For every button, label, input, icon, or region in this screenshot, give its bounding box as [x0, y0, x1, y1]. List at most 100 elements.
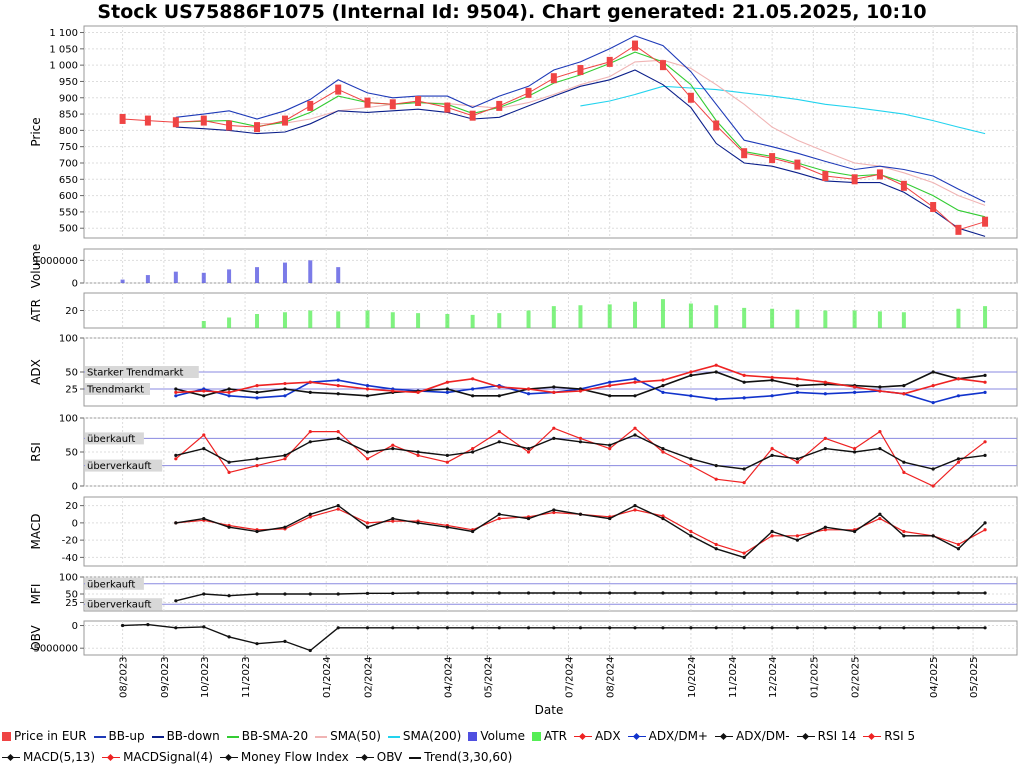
bar	[470, 314, 475, 328]
data-point	[255, 390, 259, 394]
x-tick-label: 05/2024	[483, 656, 494, 698]
bar	[336, 267, 341, 283]
bar	[742, 307, 747, 328]
data-point	[689, 626, 693, 630]
data-point	[795, 534, 799, 538]
data-point	[365, 626, 370, 630]
bar	[956, 308, 961, 328]
data-point	[853, 626, 857, 630]
bar	[445, 314, 450, 328]
x-tick-label: 04/2024	[443, 656, 454, 698]
data-point	[689, 529, 693, 534]
legend-swatch	[2, 753, 20, 763]
data-point	[714, 626, 718, 630]
data-point	[227, 525, 231, 529]
bar	[901, 312, 906, 328]
data-point	[878, 389, 882, 393]
data-point	[227, 635, 231, 639]
data-point	[795, 626, 799, 630]
data-point	[174, 390, 178, 394]
legend-swatch	[796, 732, 815, 742]
data-point	[742, 555, 746, 559]
data-point	[608, 626, 612, 630]
data-point	[552, 390, 556, 394]
data-point	[608, 443, 612, 447]
data-point	[552, 591, 556, 595]
legend-label: ADX	[594, 729, 621, 743]
x-tick-label: 02/2025	[851, 656, 862, 698]
data-point	[608, 384, 612, 388]
data-point	[526, 516, 531, 521]
y-tick-label: 20	[65, 501, 78, 512]
data-point	[497, 516, 501, 521]
data-point	[365, 525, 370, 529]
y-tick-label: 0	[72, 518, 78, 529]
data-point	[608, 447, 612, 451]
bar	[983, 306, 988, 328]
y-tick-label: 1000000	[33, 256, 78, 267]
legend-label: BB-down	[166, 729, 220, 743]
bar	[526, 310, 531, 328]
data-point	[255, 464, 259, 468]
y-tick-label: 0	[72, 279, 78, 290]
data-point	[391, 447, 395, 451]
panel-volume: 1000000 0 Volume	[29, 244, 1018, 290]
legend-swatch	[102, 753, 121, 763]
y-tick-label: 800	[59, 126, 78, 137]
annotation-label: überverkauft	[87, 600, 152, 611]
legend-swatch	[219, 753, 238, 763]
data-point	[416, 591, 420, 595]
data-point	[283, 453, 287, 457]
data-point	[823, 436, 827, 440]
y-tick-label: -20	[62, 536, 78, 547]
data-point	[608, 591, 612, 595]
data-point	[902, 460, 906, 464]
y-tick-label: 550	[59, 207, 78, 218]
legend-label: Volume	[480, 729, 525, 743]
data-point	[552, 626, 556, 630]
legend: Price in EUR BB-up BB-down BB-SMA-20 SMA(50)…	[2, 726, 1020, 768]
data-point	[336, 378, 340, 382]
data-point	[526, 626, 531, 630]
chart-title: Stock US75886F1075 (Internal Id: 9504). …	[97, 1, 926, 23]
data-point	[742, 551, 746, 555]
data-point	[742, 626, 746, 630]
data-point	[255, 457, 259, 461]
bar	[714, 305, 719, 328]
y-axis-label: ADX	[29, 359, 43, 385]
data-point	[283, 592, 287, 596]
data-point	[902, 534, 906, 538]
data-point	[608, 516, 612, 521]
data-point	[902, 470, 906, 474]
data-point	[931, 384, 935, 388]
data-point	[552, 426, 556, 430]
data-point	[983, 440, 987, 444]
data-point	[552, 436, 556, 440]
data-point	[878, 516, 882, 521]
data-point	[416, 453, 420, 457]
data-point	[336, 592, 340, 596]
bar	[551, 306, 556, 328]
bar	[770, 308, 775, 328]
legend-item: BB-SMA-20	[226, 726, 308, 747]
x-tick-label: 10/2023	[200, 656, 211, 698]
data-point	[770, 378, 774, 382]
data-point	[202, 625, 206, 629]
bar	[173, 271, 178, 283]
data-point	[742, 467, 746, 471]
x-tick-label: 01/2024	[322, 656, 333, 698]
data-point	[853, 591, 857, 595]
legend-item: SMA(200)	[387, 726, 461, 747]
data-point	[633, 508, 637, 512]
legend-label: BB-up	[108, 729, 145, 743]
data-point	[878, 385, 882, 389]
bar	[308, 260, 313, 283]
data-point	[497, 430, 501, 434]
data-point	[526, 450, 531, 454]
data-point	[633, 433, 637, 437]
data-point	[146, 623, 150, 627]
data-point	[714, 397, 718, 401]
x-tick-label: 09/2023	[160, 656, 171, 698]
data-point	[526, 591, 531, 595]
data-point	[956, 626, 961, 630]
